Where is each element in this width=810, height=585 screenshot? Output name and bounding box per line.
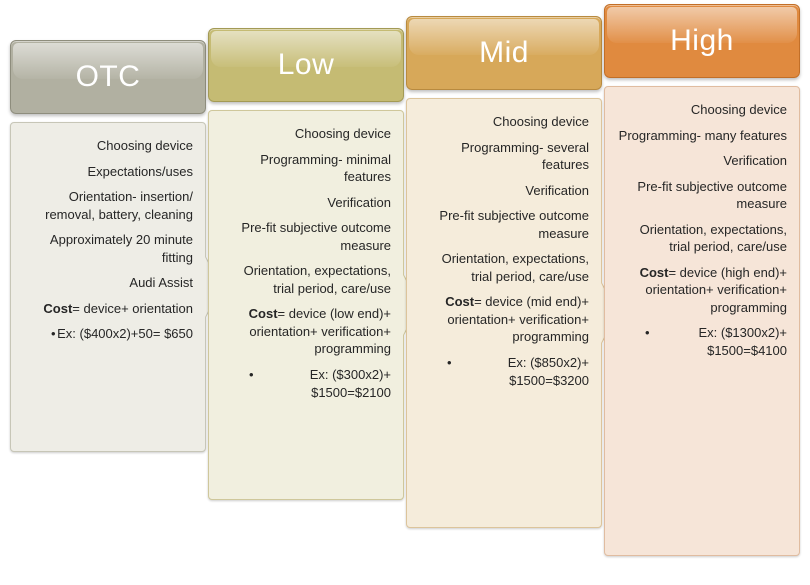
tier-item: Orientation, expectations, trial period,… [221, 262, 391, 297]
tier-item: Approximately 20 minute fitting [23, 231, 193, 266]
tier-cost-label: Cost [249, 306, 278, 321]
tier-cost-label: Cost [43, 301, 72, 316]
tier-header-high: High [604, 4, 800, 78]
tier-item: Pre-fit subjective outcome measure [617, 178, 787, 213]
tier-item: Choosing device [23, 137, 193, 155]
tier-body-high: Choosing device Programming- many feature… [604, 86, 800, 556]
tier-example: Ex: ($1300x2)+ $1500=$4100 [617, 324, 787, 359]
tier-example: Ex: ($850x2)+ $1500=$3200 [419, 354, 589, 389]
tier-item: Orientation, expectations, trial period,… [419, 250, 589, 285]
tier-header-mid: Mid [406, 16, 602, 90]
tier-item: Audi Assist [23, 274, 193, 292]
tier-item: Choosing device [419, 113, 589, 131]
tier-cost: Cost= device+ orientation [23, 300, 193, 318]
tier-title: High [670, 24, 734, 58]
tier-item: Orientation, expectations, trial period,… [617, 221, 787, 256]
tier-item: Verification [617, 152, 787, 170]
tier-item: Pre-fit subjective outcome measure [221, 219, 391, 254]
tier-item: Programming- many features [617, 127, 787, 145]
tier-example: Ex: ($400x2)+50= $650 [23, 325, 193, 343]
tier-item: Verification [221, 194, 391, 212]
tier-item: Pre-fit subjective outcome measure [419, 207, 589, 242]
tier-item: Orientation- insertion/ removal, battery… [23, 188, 193, 223]
tier-title: OTC [76, 60, 141, 94]
tier-cost-label: Cost [640, 265, 669, 280]
tier-item: Expectations/uses [23, 163, 193, 181]
tier-item: Choosing device [617, 101, 787, 119]
tier-cost-label: Cost [445, 294, 474, 309]
tier-item: Choosing device [221, 125, 391, 143]
tier-cost: Cost= device (low end)+ orientation+ ver… [221, 305, 391, 358]
tier-item: Programming- several features [419, 139, 589, 174]
tier-cost: Cost= device (mid end)+ orientation+ ver… [419, 293, 589, 346]
tier-item: Verification [419, 182, 589, 200]
tier-body-mid: Choosing device Programming- several feat… [406, 98, 602, 528]
tier-cost: Cost= device (high end)+ orientation+ ve… [617, 264, 787, 317]
tier-diagram: OTC Choosing device Expectations/uses Orien… [0, 0, 810, 585]
tier-title: Mid [479, 36, 529, 70]
tier-example: Ex: ($300x2)+ $1500=$2100 [221, 366, 391, 401]
tier-cost-text: = device+ orientation [72, 301, 193, 316]
tier-header-otc: OTC [10, 40, 206, 114]
tier-body-low: Choosing device Programming- minimal feat… [208, 110, 404, 500]
tier-header-low: Low [208, 28, 404, 102]
tier-item: Programming- minimal features [221, 151, 391, 186]
tier-body-otc: Choosing device Expectations/uses Orientat… [10, 122, 206, 452]
tier-title: Low [278, 48, 335, 82]
